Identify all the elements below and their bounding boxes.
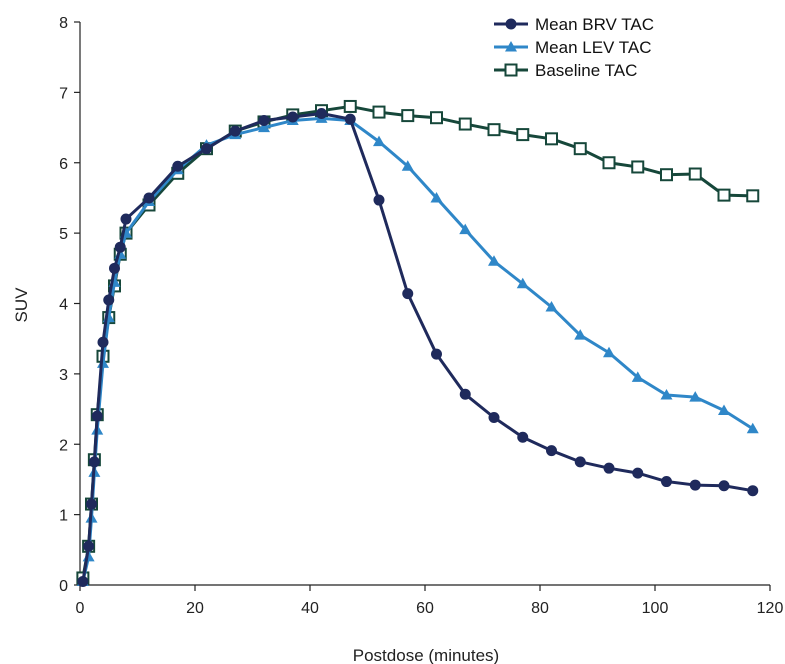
data-point-mean-lev-tac [488,255,500,266]
data-point-mean-lev-tac [603,346,615,358]
data-point-mean-brv-tac [316,107,327,119]
y-tick-label: 3 [59,367,68,384]
y-tick-label: 0 [59,578,68,595]
data-point-baseline-tac [516,128,530,142]
data-point-mean-brv-tac [120,213,132,225]
data-point-baseline-tac [631,160,645,174]
data-point-mean-lev-tac [631,371,644,382]
data-point-mean-lev-tac [401,160,414,171]
data-point-mean-lev-tac [373,135,385,147]
data-point-baseline-tac [660,168,673,182]
data-point-mean-lev-tac [660,388,673,400]
data-point-mean-lev-tac [746,422,759,434]
data-point-baseline-tac [430,111,443,125]
x-tick-label: 0 [76,600,85,617]
data-point-baseline-tac [401,109,415,123]
data-point-mean-brv-tac [103,294,115,306]
y-tick-label: 2 [59,437,68,454]
y-tick-label: 6 [59,156,68,173]
data-point-mean-brv-tac [287,111,299,123]
legend-marker-mean-lev-tac [505,41,517,52]
data-point-mean-brv-tac [747,485,759,497]
data-point-mean-brv-tac [603,462,615,474]
data-point-mean-lev-tac [459,223,472,235]
data-point-mean-brv-tac [344,113,356,125]
data-point-baseline-tac [458,117,472,131]
data-point-mean-brv-tac [83,540,95,552]
y-tick-label: 8 [59,15,68,32]
legend-item-mean-brv-tac: Mean BRV TAC [494,15,654,34]
x-tick-label: 60 [416,600,434,617]
x-tick-label: 40 [301,600,319,617]
data-point-baseline-tac [545,132,558,146]
y-tick-label: 5 [59,226,68,243]
data-point-mean-brv-tac [201,143,212,155]
data-point-mean-brv-tac [459,388,471,400]
data-point-mean-brv-tac [431,348,442,360]
data-point-mean-lev-tac [516,277,529,289]
y-axis-title: SUV [12,287,31,323]
x-tick-label: 20 [186,600,204,617]
x-axis-title: Postdose (minutes) [353,646,499,664]
series-line-mean-lev-tac [81,116,754,582]
data-point-mean-brv-tac [258,115,270,127]
data-point-mean-brv-tac [488,412,500,424]
data-point-mean-brv-tac [402,288,414,300]
data-point-mean-lev-tac [689,391,702,402]
data-point-mean-brv-tac [91,410,103,422]
legend: Mean BRV TAC Mean LEV TAC Baseline TAC [494,15,654,80]
x-tick-label: 80 [531,600,549,617]
data-point-mean-brv-tac [229,125,241,137]
data-point-mean-lev-tac [545,301,558,312]
legend-label-mean-brv-tac: Mean BRV TAC [535,15,654,34]
data-point-mean-brv-tac [574,456,586,468]
x-tick-label: 120 [757,600,784,617]
data-point-mean-lev-tac [258,121,270,133]
data-point-mean-lev-tac [718,404,730,415]
y-tick-label: 1 [59,508,68,525]
legend-item-baseline-tac: Baseline TAC [494,61,637,80]
data-point-mean-lev-tac [574,329,587,340]
x-tick-label: 100 [642,600,669,617]
data-point-mean-brv-tac [689,479,701,491]
data-point-baseline-tac [688,167,702,181]
data-point-mean-brv-tac [77,575,89,587]
data-point-baseline-tac [717,188,731,202]
data-point-mean-brv-tac [718,480,730,492]
legend-marker-baseline-tac [504,63,518,77]
data-point-mean-brv-tac [109,262,120,274]
series-mean-brv-tac [77,107,759,587]
legend-item-mean-lev-tac: Mean LEV TAC [494,38,652,57]
data-point-baseline-tac [602,156,616,170]
data-point-baseline-tac [487,123,501,137]
data-point-mean-brv-tac [632,467,644,479]
data-point-baseline-tac [372,105,386,119]
data-point-baseline-tac [343,99,357,113]
y-tick-label: 7 [59,85,68,102]
data-point-mean-brv-tac [661,476,672,488]
legend-label-baseline-tac: Baseline TAC [535,61,637,80]
data-point-mean-lev-tac [430,191,443,203]
data-point-mean-brv-tac [143,192,155,204]
axes: 0 20 40 60 80 100 120 0 1 2 3 4 5 6 7 8 [59,15,783,617]
series-mean-lev-tac [76,112,759,586]
data-point-mean-brv-tac [517,431,529,443]
data-point-mean-brv-tac [373,194,385,206]
data-point-mean-brv-tac [88,456,100,468]
data-point-mean-brv-tac [546,445,557,457]
legend-label-mean-lev-tac: Mean LEV TAC [535,38,652,57]
y-tick-label: 4 [59,297,68,314]
data-point-mean-brv-tac [97,336,109,348]
series-layer [76,99,760,587]
data-point-mean-brv-tac [172,160,184,172]
data-point-baseline-tac [746,189,760,203]
data-point-mean-brv-tac [86,498,97,510]
data-point-mean-brv-tac [114,241,126,253]
data-point-baseline-tac [573,142,587,156]
legend-marker-mean-brv-tac [505,18,517,30]
series-line-mean-brv-tac [81,111,754,582]
